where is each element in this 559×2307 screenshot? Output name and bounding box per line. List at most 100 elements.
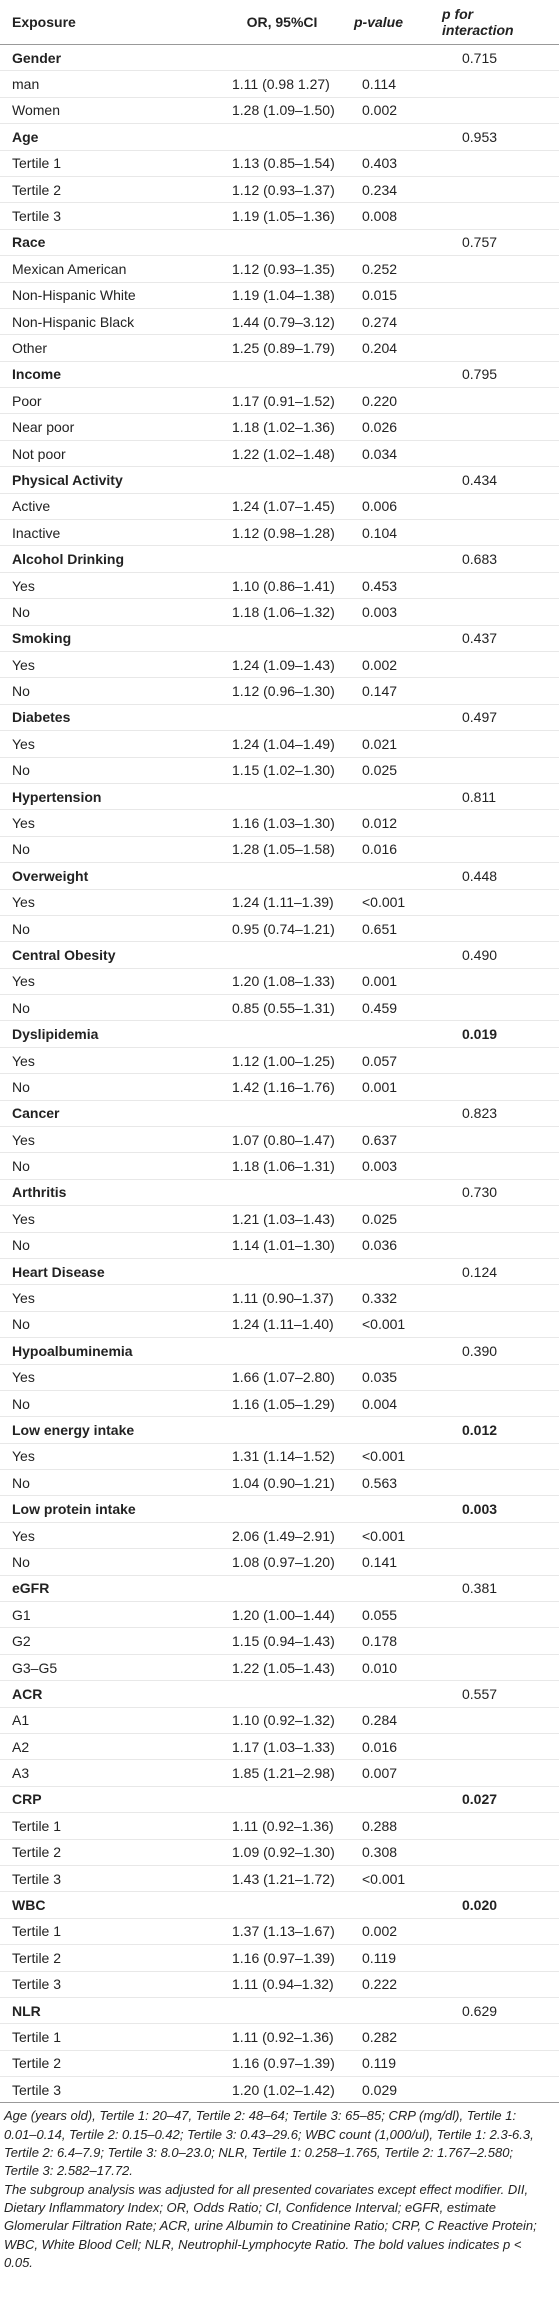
odds-ratio: 1.12 (0.93–1.35) <box>222 255 342 283</box>
cell <box>342 1100 442 1128</box>
p-value: 0.220 <box>342 387 442 415</box>
p-value: 0.453 <box>342 572 442 600</box>
sub-label: No <box>0 994 222 1022</box>
cell <box>442 889 559 916</box>
cell <box>222 1997 342 2025</box>
odds-ratio: 1.22 (1.05–1.43) <box>222 1654 342 1682</box>
cell <box>442 176 559 204</box>
group-name: NLR <box>0 1997 222 2025</box>
group-name: Income <box>0 361 222 389</box>
cell <box>342 1337 442 1365</box>
cell <box>222 1680 342 1708</box>
cell <box>342 1179 442 1207</box>
cell <box>222 783 342 811</box>
p-value: 0.114 <box>342 70 442 98</box>
sub-row: Yes 2.06 (1.49–2.91) <0.001 <box>0 1522 559 1550</box>
odds-ratio: 1.20 (1.02–1.42) <box>222 2076 342 2104</box>
odds-ratio: 1.44 (0.79–3.12) <box>222 308 342 336</box>
cell <box>342 1891 442 1919</box>
sub-row: man 1.11 (0.98 1.27) 0.114 <box>0 70 559 98</box>
cell <box>442 1205 559 1233</box>
group-row: Age 0.953 <box>0 123 559 151</box>
sub-label: Yes <box>0 889 222 916</box>
p-value: 0.001 <box>342 1073 442 1101</box>
cell <box>442 1126 559 1154</box>
odds-ratio: 1.66 (1.07–2.80) <box>222 1364 342 1391</box>
odds-ratio: 1.07 (0.80–1.47) <box>222 1126 342 1154</box>
sub-label: No <box>0 1469 222 1497</box>
p-value: 0.282 <box>342 2023 442 2051</box>
cell <box>442 994 559 1022</box>
cell <box>442 282 559 309</box>
p-value: 0.119 <box>342 2050 442 2078</box>
odds-ratio: 1.14 (1.01–1.30) <box>222 1232 342 1259</box>
p-value: 0.004 <box>342 1390 442 1418</box>
cell <box>222 1495 342 1523</box>
cell <box>442 519 559 547</box>
cell <box>342 1258 442 1286</box>
cell <box>442 1522 559 1550</box>
odds-ratio: 1.11 (0.94–1.32) <box>222 1971 342 1998</box>
p-interaction: 0.715 <box>442 44 559 72</box>
odds-ratio: 1.15 (0.94–1.43) <box>222 1627 342 1655</box>
p-value: 0.003 <box>342 598 442 626</box>
p-value: 0.036 <box>342 1232 442 1259</box>
cell <box>342 1495 442 1523</box>
cell <box>442 757 559 784</box>
p-value: 0.025 <box>342 757 442 784</box>
cell <box>342 1020 442 1048</box>
cell <box>442 493 559 521</box>
p-value: 0.274 <box>342 308 442 336</box>
sub-row: Yes 1.11 (0.90–1.37) 0.332 <box>0 1284 559 1312</box>
group-row: Diabetes 0.497 <box>0 704 559 732</box>
group-name: Cancer <box>0 1100 222 1128</box>
sub-row: Near poor 1.18 (1.02–1.36) 0.026 <box>0 413 559 441</box>
odds-ratio: 1.21 (1.03–1.43) <box>222 1205 342 1233</box>
p-value: 0.651 <box>342 915 442 943</box>
cell <box>442 677 559 705</box>
sub-row: Tertile 2 1.09 (0.92–1.30) 0.308 <box>0 1839 559 1866</box>
p-value: 0.007 <box>342 1759 442 1787</box>
cell <box>442 413 559 441</box>
group-name: Hypertension <box>0 783 222 811</box>
sub-row: Inactive 1.12 (0.98–1.28) 0.104 <box>0 519 559 547</box>
sub-label: G1 <box>0 1601 222 1629</box>
cell <box>442 70 559 98</box>
p-value: 0.010 <box>342 1654 442 1682</box>
sub-row: G1 1.20 (1.00–1.44) 0.055 <box>0 1601 559 1629</box>
p-value: 0.055 <box>342 1601 442 1629</box>
odds-ratio: 1.15 (1.02–1.30) <box>222 757 342 784</box>
sub-row: Yes 1.24 (1.11–1.39) <0.001 <box>0 889 559 916</box>
sub-label: No <box>0 757 222 784</box>
group-name: Heart Disease <box>0 1258 222 1286</box>
group-row: Central Obesity 0.490 <box>0 941 559 969</box>
group-name: Overweight <box>0 862 222 890</box>
sub-row: Yes 1.21 (1.03–1.43) 0.025 <box>0 1205 559 1233</box>
odds-ratio: 1.20 (1.00–1.44) <box>222 1601 342 1629</box>
cell <box>442 1944 559 1972</box>
odds-ratio: 1.10 (0.86–1.41) <box>222 572 342 600</box>
p-value: 0.002 <box>342 1918 442 1946</box>
sub-label: Tertile 3 <box>0 1971 222 1998</box>
p-value: 0.002 <box>342 97 442 125</box>
sub-row: Other 1.25 (0.89–1.79) 0.204 <box>0 334 559 362</box>
odds-ratio: 1.43 (1.21–1.72) <box>222 1865 342 1893</box>
sub-row: No 1.42 (1.16–1.76) 0.001 <box>0 1073 559 1101</box>
p-value: 0.308 <box>342 1839 442 1866</box>
sub-row: Women 1.28 (1.09–1.50) 0.002 <box>0 97 559 125</box>
odds-ratio: 1.04 (0.90–1.21) <box>222 1469 342 1497</box>
cell <box>442 2050 559 2078</box>
cell <box>442 1601 559 1629</box>
odds-ratio: 1.19 (1.04–1.38) <box>222 282 342 309</box>
group-row: Hypertension 0.811 <box>0 783 559 811</box>
odds-ratio: 1.11 (0.90–1.37) <box>222 1284 342 1312</box>
header-row: Exposure OR, 95%CI p-value p for interac… <box>0 0 559 45</box>
sub-label: A1 <box>0 1707 222 1735</box>
group-row: Arthritis 0.730 <box>0 1179 559 1207</box>
group-name: Hypoalbuminemia <box>0 1337 222 1365</box>
cell <box>342 625 442 652</box>
cell <box>222 941 342 969</box>
sub-label: Women <box>0 97 222 125</box>
p-interaction: 0.683 <box>442 545 559 573</box>
sub-label: No <box>0 1232 222 1259</box>
